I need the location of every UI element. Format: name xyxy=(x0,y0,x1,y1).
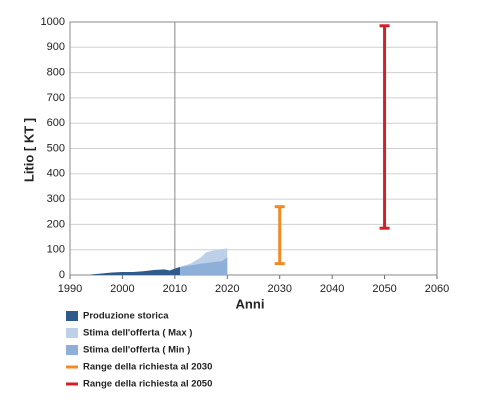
legend-swatch xyxy=(66,345,78,355)
x-tick-label: 2000 xyxy=(110,283,134,295)
x-tick-label: 2010 xyxy=(163,283,187,295)
y-tick-label: 1000 xyxy=(41,16,65,28)
x-tick-label: 2020 xyxy=(215,283,239,295)
y-tick-label: 300 xyxy=(47,193,65,205)
legend-swatch xyxy=(66,328,78,338)
y-axis-label: Litio [ KT ] xyxy=(21,118,36,182)
y-tick-label: 400 xyxy=(47,168,65,180)
area xyxy=(180,257,228,275)
error-bar xyxy=(274,205,285,266)
error-bar xyxy=(379,24,390,230)
legend-label: Produzione storica xyxy=(83,311,169,322)
legend-label: Stima dell'offerta ( Max ) xyxy=(83,328,192,339)
x-tick-label: 2060 xyxy=(425,283,449,295)
legend-swatch xyxy=(66,311,78,321)
area xyxy=(90,266,181,275)
x-tick-label: 2050 xyxy=(372,283,396,295)
x-tick-label: 1990 xyxy=(58,283,82,295)
y-tick-label: 600 xyxy=(47,117,65,129)
legend-label: Range della richiesta al 2030 xyxy=(83,362,212,373)
y-tick-label: 200 xyxy=(47,218,65,230)
plot-frame xyxy=(69,21,438,276)
x-tick-label: 2030 xyxy=(267,283,291,295)
y-tick-label: 100 xyxy=(47,244,65,256)
legend-label: Stima dell'offerta ( Min ) xyxy=(83,345,190,356)
y-tick-label: 800 xyxy=(47,67,65,79)
x-tick-label: 2040 xyxy=(320,283,344,295)
y-tick-label: 0 xyxy=(59,269,65,281)
x-axis-label: Anni xyxy=(236,296,265,311)
y-tick-label: 700 xyxy=(47,92,65,104)
legend-label: Range della richiesta al 2050 xyxy=(83,379,212,390)
y-tick-label: 500 xyxy=(47,142,65,154)
y-tick-label: 900 xyxy=(47,41,65,53)
